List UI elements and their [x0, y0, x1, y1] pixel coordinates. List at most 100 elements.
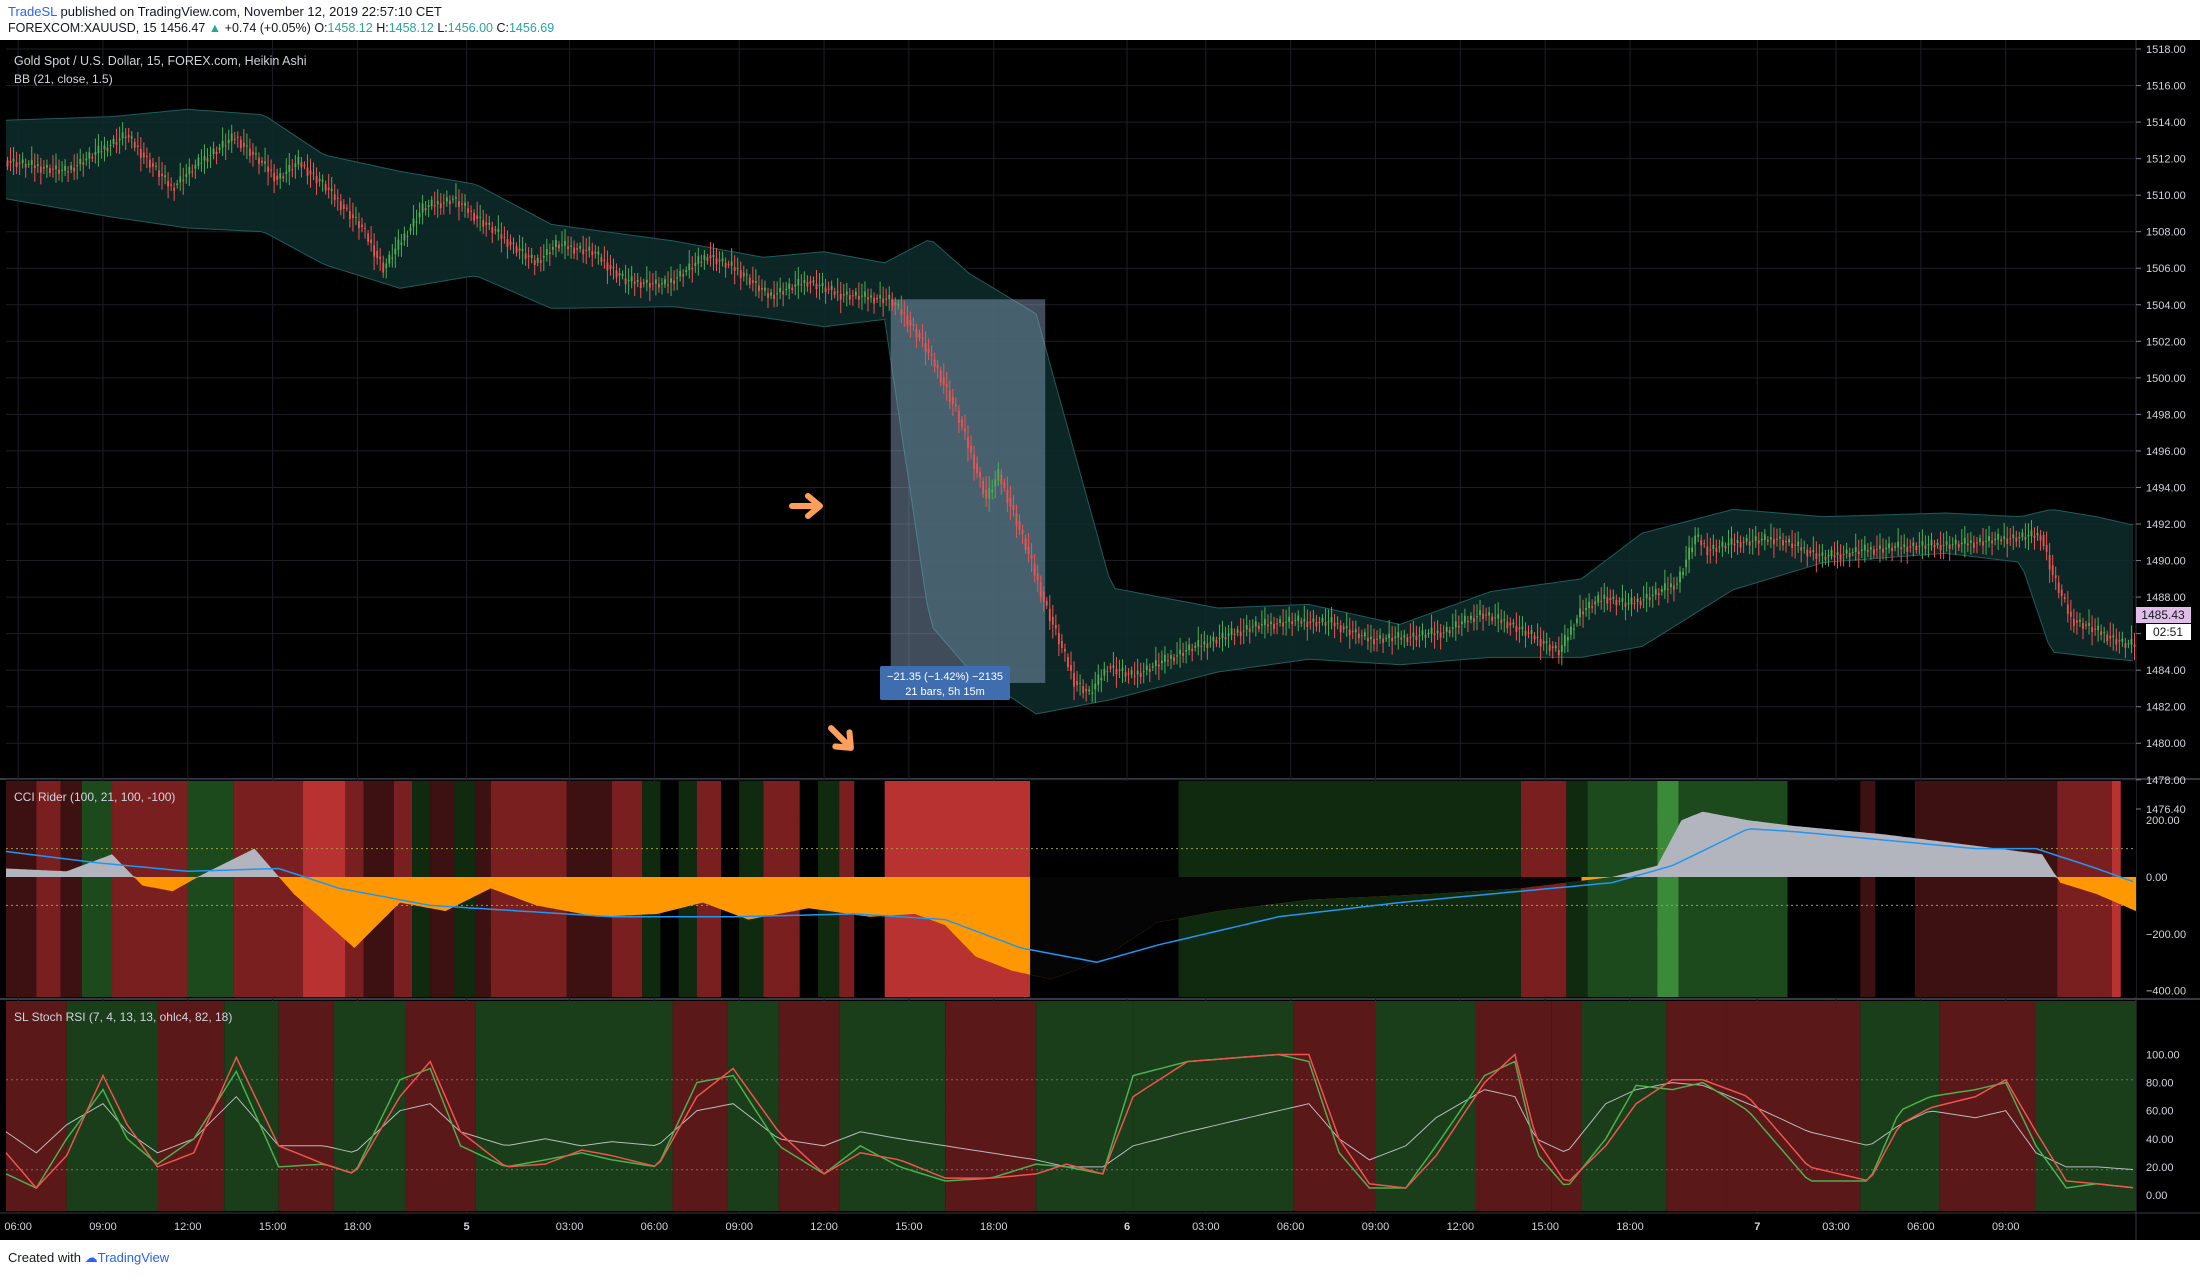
candle-body	[309, 170, 312, 175]
candle-body	[1582, 611, 1584, 615]
candle-body	[1242, 630, 1245, 632]
candle-body	[145, 156, 148, 158]
candle-body	[1576, 618, 1578, 624]
candle-body	[1151, 666, 1154, 668]
stoch-tick-label: 20.00	[2146, 1162, 2174, 1174]
candle-body	[945, 383, 948, 388]
chart-svg[interactable]: 1518.00 1516.00 1514.00 1512.00 1510.00 1508.…	[0, 40, 2200, 1240]
candle-body	[1348, 629, 1351, 636]
candle-body	[391, 257, 394, 259]
candle-body	[1297, 615, 1300, 621]
candle-body	[730, 261, 733, 266]
candle-body	[1736, 540, 1739, 543]
cci-zone	[1860, 781, 1876, 997]
candle-body	[524, 253, 527, 259]
candle-body	[294, 163, 297, 167]
candle-body	[324, 184, 327, 191]
open-label: O:	[314, 21, 328, 35]
measure-tool[interactable]	[890, 299, 1046, 683]
candle-body	[1230, 628, 1233, 635]
stoch-legend[interactable]: SL Stoch RSI (7, 4, 13, 13, ohlc4, 82, 1…	[14, 1010, 233, 1024]
candle-body	[12, 158, 15, 162]
candle-body	[1927, 544, 1930, 546]
candle-body	[1760, 538, 1763, 541]
candle-body	[1570, 626, 1572, 635]
stoch-zone	[1666, 1001, 1727, 1211]
candle-body	[509, 241, 512, 245]
candle-body	[597, 251, 600, 255]
candle-body	[1176, 655, 1178, 657]
tradingview-brand[interactable]: TradingView	[97, 1250, 170, 1265]
candle-body	[703, 255, 706, 260]
candle-body	[6, 160, 9, 167]
candle-body	[1021, 529, 1024, 534]
candle-body	[352, 214, 354, 218]
candle-body	[1815, 553, 1818, 559]
candle-body	[1094, 683, 1097, 690]
candle-body	[2100, 631, 2103, 636]
cci-zone	[6, 781, 37, 997]
candle-body	[688, 263, 691, 271]
candle-body	[1673, 585, 1675, 590]
price-tick-label: 1502.00	[2146, 336, 2186, 348]
candle-body	[2003, 536, 2006, 539]
candle-body	[1194, 645, 1197, 648]
candle-body	[742, 272, 745, 277]
candle-body	[745, 274, 748, 276]
candle-body	[230, 133, 233, 142]
candle-body	[79, 158, 82, 165]
candle-body	[282, 176, 285, 179]
cci-dark-area	[1030, 877, 1582, 980]
candle-body	[864, 291, 866, 297]
candle-body	[654, 279, 657, 284]
candle-body	[1354, 629, 1357, 633]
candle-body	[858, 296, 860, 300]
candle-body	[909, 320, 912, 326]
candle-body	[224, 145, 227, 147]
cci-legend[interactable]: CCI Rider (100, 21, 100, -100)	[14, 790, 176, 804]
candle-body	[1745, 538, 1748, 542]
candle-body	[1488, 612, 1491, 616]
candle-body	[2000, 539, 2003, 542]
candle-body	[1127, 673, 1130, 675]
chart-area[interactable]: 1518.00 1516.00 1514.00 1512.00 1510.00 1508.…	[0, 40, 2200, 1240]
candle-body	[1379, 635, 1381, 639]
candle-body	[82, 162, 85, 165]
candle-body	[633, 281, 636, 285]
candle-body	[1527, 632, 1530, 634]
candle-body	[91, 156, 94, 159]
candle-body	[297, 156, 300, 165]
measure-label: −21.35 (−1.42%) −2135 21 bars, 5h 15m	[880, 666, 1010, 700]
bb-legend[interactable]: BB (21, close, 1.5)	[14, 72, 113, 86]
candle-body	[927, 348, 930, 353]
candle-body	[845, 291, 848, 295]
publisher-name[interactable]: TradeSL	[8, 4, 57, 19]
candle-body	[164, 175, 166, 178]
candle-body	[512, 242, 515, 244]
candle-body	[421, 203, 424, 213]
candle-body	[1809, 550, 1812, 554]
price-tick-label: 1484.00	[2146, 665, 2186, 677]
candle-body	[1830, 549, 1833, 556]
candle-body	[518, 248, 521, 251]
candle-body	[788, 283, 791, 289]
time-tick-label: 6	[1124, 1221, 1130, 1233]
candle-body	[1048, 608, 1051, 622]
candle-body	[261, 160, 263, 163]
candle-body	[1324, 622, 1327, 626]
candle-body	[1397, 632, 1400, 638]
candle-body	[1533, 635, 1536, 640]
candle-body	[409, 227, 412, 232]
candle-body	[806, 282, 809, 287]
candle-body	[718, 259, 721, 262]
stoch-zone	[1293, 1001, 1376, 1211]
cci-tick-label: −400.00	[2146, 986, 2186, 998]
candle-body	[1482, 613, 1484, 619]
candle-body	[1042, 591, 1045, 602]
candle-body	[1388, 633, 1391, 639]
stoch-tick-label: 60.00	[2146, 1106, 2174, 1118]
ohlc-line: FOREXCOM:XAUUSD, 15 1456.47 ▲ +0.74 (+0.…	[8, 21, 554, 35]
time-tick-label: 18:00	[344, 1221, 372, 1233]
candle-body	[1027, 546, 1030, 554]
stoch-series	[5, 1053, 2136, 1190]
